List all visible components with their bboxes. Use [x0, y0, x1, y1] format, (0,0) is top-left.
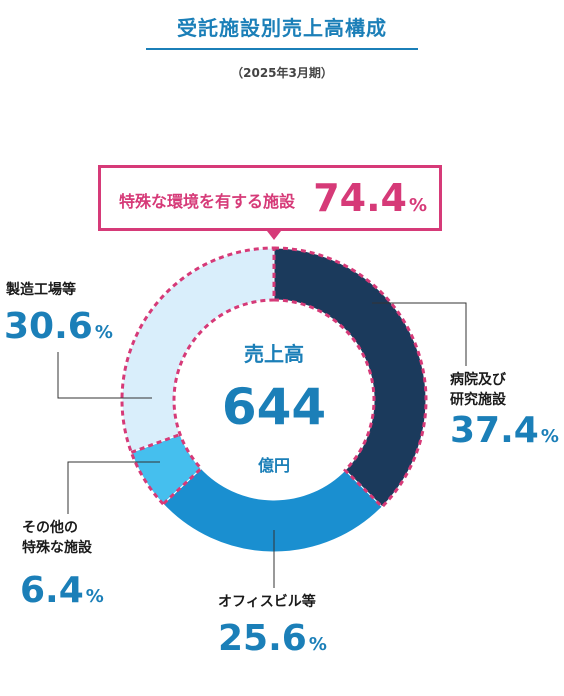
value-factory-number: 30.6 [4, 306, 93, 347]
leader-other-special [67, 461, 160, 514]
highlight-other-factory [120, 246, 276, 507]
label-hospital-line2: 研究施設 [450, 392, 506, 408]
label-office-line1: オフィスビル等 [218, 594, 316, 610]
leader-lines [57, 302, 467, 588]
label-other-special: その他の 特殊な施設 [22, 518, 92, 558]
callout-unit: % [408, 195, 427, 216]
label-other-line2: 特殊な施設 [22, 540, 92, 556]
label-office: オフィスビル等 [218, 592, 316, 612]
label-factory: 製造工場等 [6, 280, 76, 300]
leader-factory [57, 352, 152, 399]
value-hospital-unit: % [540, 426, 559, 447]
highlight-callout: 特殊な環境を有する施設 74.4% [98, 165, 442, 231]
chart-title: 受託施設別売上高構成 [177, 16, 387, 40]
value-office-number: 25.6 [218, 618, 307, 659]
label-other-line1: その他の [22, 520, 78, 536]
value-office: 25.6% [218, 618, 327, 659]
value-other-unit: % [85, 586, 104, 607]
leader-hospital [372, 302, 467, 366]
center-title: 売上高 [244, 342, 304, 366]
value-other-special: 6.4% [20, 570, 104, 611]
slice-office [162, 467, 383, 553]
title-underline [146, 48, 418, 50]
callout-label: 特殊な環境を有する施設 [119, 192, 296, 211]
center-total: 644 [221, 378, 327, 436]
label-hospital-line1: 病院及び [450, 372, 506, 388]
center-unit: 億円 [257, 456, 290, 475]
highlight-outline [120, 231, 428, 509]
chart-subtitle: （2025年3月期） [231, 66, 333, 80]
highlight-hospital [272, 246, 428, 509]
value-office-unit: % [308, 634, 327, 655]
label-hospital: 病院及び 研究施設 [450, 370, 506, 410]
callout-value: 74.4% [313, 176, 427, 220]
label-factory-line1: 製造工場等 [6, 282, 76, 298]
callout-number: 74.4 [313, 176, 407, 220]
value-other-number: 6.4 [20, 570, 84, 611]
value-factory: 30.6% [4, 306, 113, 347]
value-factory-unit: % [94, 322, 113, 343]
value-hospital: 37.4% [450, 410, 559, 451]
value-hospital-number: 37.4 [450, 410, 539, 451]
callout-pointer [267, 231, 281, 240]
